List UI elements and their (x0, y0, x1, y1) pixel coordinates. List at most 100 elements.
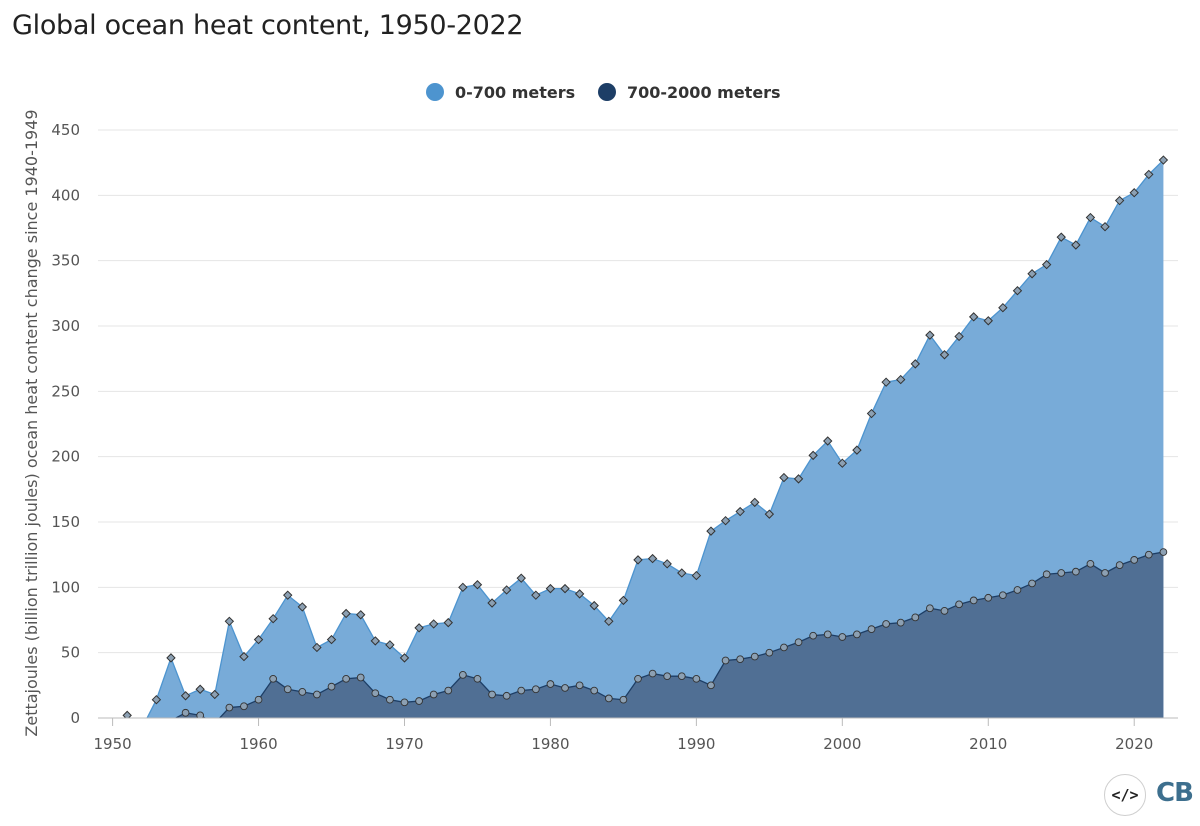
data-point-deep-1978 (517, 686, 526, 695)
data-point-deep-1980 (546, 680, 555, 688)
data-point-upper-1982 (574, 589, 585, 599)
y-tick-label-200: 200 (51, 448, 80, 466)
data-point-upper-2019 (1114, 195, 1125, 206)
data-point-deep-2014 (1042, 570, 1051, 579)
y-tick-label-100: 100 (51, 578, 80, 596)
data-point-upper-1959 (239, 651, 249, 662)
data-point-upper-1954 (166, 653, 176, 663)
data-point-upper-2016 (1071, 240, 1081, 250)
data-point-upper-1953 (151, 694, 162, 705)
data-point-upper-1958 (224, 616, 235, 627)
data-point-upper-1972 (428, 619, 439, 629)
data-point-upper-1973 (443, 617, 453, 628)
data-point-upper-1990 (691, 570, 702, 581)
x-tick-label-1990: 1990 (677, 735, 715, 753)
data-point-deep-1984 (604, 694, 613, 703)
data-point-deep-2012 (1013, 586, 1022, 594)
x-tick-label-1970: 1970 (385, 735, 423, 753)
code-embed-icon: </> (1111, 786, 1139, 804)
y-tick-label-50: 50 (61, 644, 80, 662)
data-point-upper-1995 (764, 509, 775, 519)
data-point-deep-1991 (707, 681, 715, 690)
data-point-upper-1966 (341, 608, 351, 619)
data-point-deep-2010 (984, 593, 993, 602)
data-point-deep-1982 (575, 681, 584, 690)
data-point-deep-2007 (940, 607, 949, 615)
legend: 0-700 meters 700-2000 meters (426, 83, 781, 102)
data-point-deep-1960 (254, 695, 263, 704)
data-point-deep-1968 (371, 689, 380, 698)
data-point-upper-1977 (501, 585, 512, 595)
data-point-deep-1996 (780, 643, 788, 652)
data-point-upper-2022 (1158, 155, 1169, 165)
data-point-deep-1987 (648, 669, 657, 678)
data-point-deep-2016 (1071, 567, 1080, 576)
y-tick-label-350: 350 (51, 252, 80, 270)
data-point-upper-2007 (939, 350, 950, 360)
data-point-upper-1986 (633, 555, 643, 565)
data-point-deep-1986 (634, 674, 642, 683)
legend-swatch-deep[interactable] (598, 83, 616, 101)
y-tick-label-0: 0 (70, 709, 80, 727)
data-point-deep-1973 (444, 686, 453, 695)
x-tick-label-2020: 2020 (1115, 735, 1153, 753)
data-point-upper-1987 (647, 553, 658, 564)
embed-code-button[interactable]: </> (1104, 774, 1146, 816)
data-point-upper-1964 (312, 642, 322, 653)
data-point-deep-2008 (955, 600, 963, 609)
data-point-deep-2018 (1101, 569, 1109, 577)
y-tick-label-250: 250 (51, 382, 80, 400)
chart-title: Global ocean heat content, 1950-2022 (12, 10, 524, 41)
data-point-upper-1983 (589, 600, 599, 611)
data-point-deep-1983 (590, 686, 599, 695)
data-point-upper-2013 (1027, 269, 1037, 279)
y-axis-label: Zettajoules (billion trillion joules) oc… (22, 109, 41, 736)
data-point-deep-1959 (240, 702, 248, 711)
legend-swatch-upper[interactable] (426, 83, 444, 101)
data-point-upper-2000 (837, 458, 848, 468)
data-point-deep-1993 (736, 655, 745, 664)
data-point-deep-2000 (838, 633, 847, 641)
data-point-upper-1965 (326, 634, 337, 645)
data-point-upper-2014 (1041, 259, 1052, 270)
data-point-deep-2005 (911, 613, 920, 622)
data-point-upper-2009 (968, 312, 979, 322)
data-point-upper-2017 (1085, 212, 1096, 223)
data-point-upper-1967 (355, 610, 366, 620)
data-point-deep-1961 (269, 674, 277, 683)
data-point-upper-1993 (735, 506, 745, 517)
data-point-upper-2010 (983, 316, 993, 326)
data-point-deep-2006 (926, 604, 934, 613)
data-point-upper-1985 (618, 595, 629, 606)
data-point-deep-1963 (298, 688, 307, 696)
data-point-upper-1976 (487, 598, 497, 608)
data-point-upper-1992 (720, 515, 731, 526)
data-point-upper-1984 (604, 616, 614, 627)
data-point-upper-1961 (268, 613, 278, 624)
data-point-deep-1972 (429, 690, 438, 699)
legend-label-upper[interactable]: 0-700 meters (455, 83, 575, 102)
data-point-deep-1988 (663, 672, 672, 681)
data-point-deep-1962 (283, 685, 292, 694)
data-point-upper-2011 (998, 302, 1008, 313)
x-tick-label-1980: 1980 (531, 735, 569, 753)
x-tick-label-1950: 1950 (94, 735, 132, 753)
data-point-deep-1965 (327, 682, 336, 691)
data-point-upper-2018 (1100, 221, 1110, 232)
legend-label-deep[interactable]: 700-2000 meters (627, 83, 781, 102)
data-point-upper-2001 (852, 445, 862, 455)
data-point-upper-1969 (385, 640, 395, 650)
data-point-upper-1975 (472, 580, 483, 590)
series-area-upper (112, 160, 1164, 718)
data-point-upper-1956 (195, 684, 205, 694)
data-point-upper-1988 (662, 559, 672, 569)
data-point-upper-2015 (1056, 232, 1066, 242)
data-point-deep-2019 (1115, 561, 1124, 569)
data-point-deep-1966 (342, 674, 350, 683)
data-point-deep-2003 (882, 620, 890, 628)
data-point-deep-1969 (386, 695, 394, 704)
data-point-deep-2017 (1086, 559, 1095, 568)
data-point-upper-1962 (283, 590, 293, 600)
data-point-deep-1995 (765, 648, 774, 657)
data-point-deep-1979 (531, 685, 540, 694)
